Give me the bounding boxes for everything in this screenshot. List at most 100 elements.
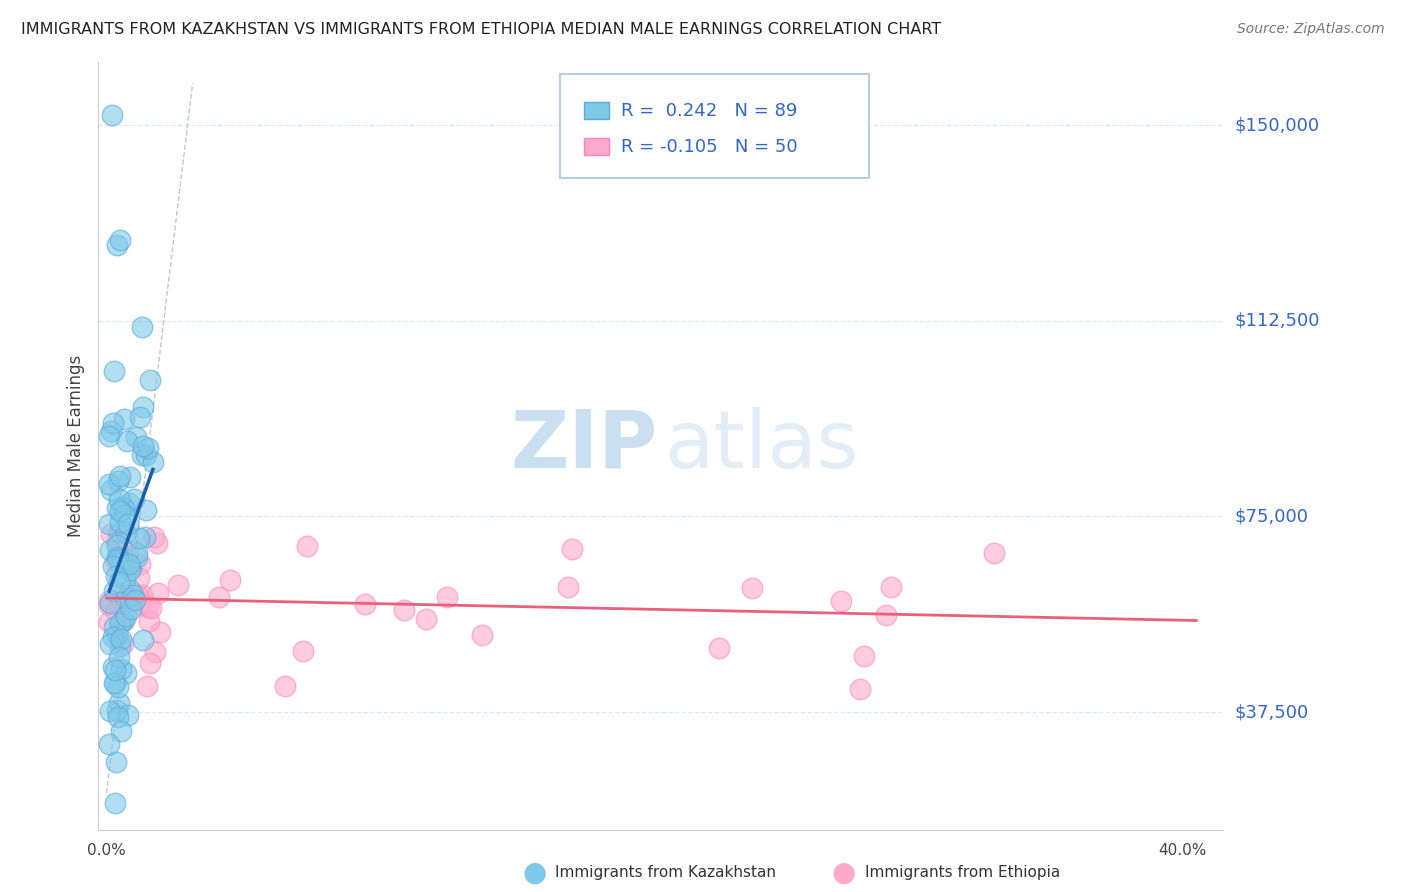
Text: R = -0.105   N = 50: R = -0.105 N = 50 — [621, 138, 799, 156]
Text: R =  0.242   N = 89: R = 0.242 N = 89 — [621, 102, 797, 120]
Point — [983, 546, 1005, 560]
Point — [101, 108, 124, 122]
Point — [117, 516, 139, 531]
Point — [98, 615, 121, 630]
Bar — [585, 138, 609, 155]
Point — [105, 533, 128, 548]
Point — [107, 474, 129, 488]
Point — [98, 598, 121, 612]
Point — [108, 696, 131, 710]
Point — [110, 553, 132, 567]
Point — [142, 455, 165, 469]
Point — [98, 596, 121, 610]
Point — [131, 588, 153, 602]
Point — [166, 578, 188, 592]
Point — [415, 612, 437, 626]
Point — [112, 637, 135, 651]
Bar — [585, 103, 609, 120]
Text: 40.0%: 40.0% — [1159, 843, 1206, 857]
Point — [143, 645, 166, 659]
Point — [108, 504, 131, 518]
Point — [436, 590, 458, 604]
Point — [219, 573, 242, 587]
Point — [112, 508, 135, 523]
Point — [98, 737, 121, 751]
Point — [103, 620, 125, 634]
Point — [471, 628, 494, 642]
Point — [139, 373, 162, 387]
Point — [98, 542, 121, 557]
Point — [98, 637, 121, 651]
Point — [100, 424, 122, 438]
Point — [295, 539, 318, 553]
Point — [392, 603, 415, 617]
Point — [146, 585, 169, 599]
Point — [117, 708, 139, 723]
Point — [122, 491, 145, 506]
Point — [741, 581, 763, 595]
Text: Source: ZipAtlas.com: Source: ZipAtlas.com — [1237, 22, 1385, 37]
Point — [112, 613, 135, 627]
Point — [125, 550, 148, 565]
Point — [132, 401, 155, 415]
Text: $150,000: $150,000 — [1234, 116, 1319, 134]
Point — [112, 412, 135, 426]
Text: ●: ● — [522, 858, 547, 887]
Point — [107, 710, 129, 724]
Point — [131, 320, 153, 334]
Point — [108, 555, 131, 569]
Point — [557, 580, 579, 594]
Point — [107, 680, 129, 694]
Point — [98, 516, 121, 531]
Point — [121, 588, 143, 602]
Point — [138, 442, 160, 456]
Point — [880, 580, 903, 594]
Point — [849, 681, 872, 696]
Point — [128, 597, 150, 611]
Point — [125, 588, 148, 602]
FancyBboxPatch shape — [560, 74, 869, 178]
Point — [830, 594, 852, 608]
Point — [105, 605, 128, 619]
Point — [107, 575, 129, 590]
Point — [110, 632, 132, 647]
Point — [132, 439, 155, 453]
Point — [104, 675, 127, 690]
Point — [108, 233, 131, 247]
Point — [103, 558, 125, 573]
Point — [115, 666, 138, 681]
Point — [114, 608, 136, 623]
Point — [107, 491, 129, 506]
Text: ZIP: ZIP — [510, 407, 658, 485]
Point — [134, 503, 156, 517]
Point — [292, 644, 315, 658]
Text: $37,500: $37,500 — [1234, 703, 1309, 721]
Text: IMMIGRANTS FROM KAZAKHSTAN VS IMMIGRANTS FROM ETHIOPIA MEDIAN MALE EARNINGS CORR: IMMIGRANTS FROM KAZAKHSTAN VS IMMIGRANTS… — [21, 22, 942, 37]
Point — [114, 572, 136, 586]
Point — [131, 448, 153, 462]
Point — [354, 598, 377, 612]
Point — [104, 755, 127, 769]
Point — [112, 500, 135, 515]
Point — [111, 500, 134, 514]
Point — [852, 648, 875, 663]
Point — [134, 530, 156, 544]
Point — [101, 416, 124, 430]
Point — [120, 602, 142, 616]
Point — [149, 625, 172, 640]
Point — [118, 558, 141, 572]
Point — [139, 656, 162, 670]
Text: atlas: atlas — [664, 407, 859, 485]
Point — [120, 563, 142, 577]
Text: 0.0%: 0.0% — [87, 843, 127, 857]
Point — [561, 541, 583, 556]
Point — [103, 364, 125, 378]
Point — [108, 469, 131, 483]
Point — [115, 525, 138, 540]
Point — [142, 530, 165, 544]
Point — [132, 632, 155, 647]
Point — [103, 797, 125, 811]
Point — [104, 553, 127, 567]
Point — [135, 448, 157, 462]
Text: Immigrants from Kazakhstan: Immigrants from Kazakhstan — [555, 865, 776, 880]
